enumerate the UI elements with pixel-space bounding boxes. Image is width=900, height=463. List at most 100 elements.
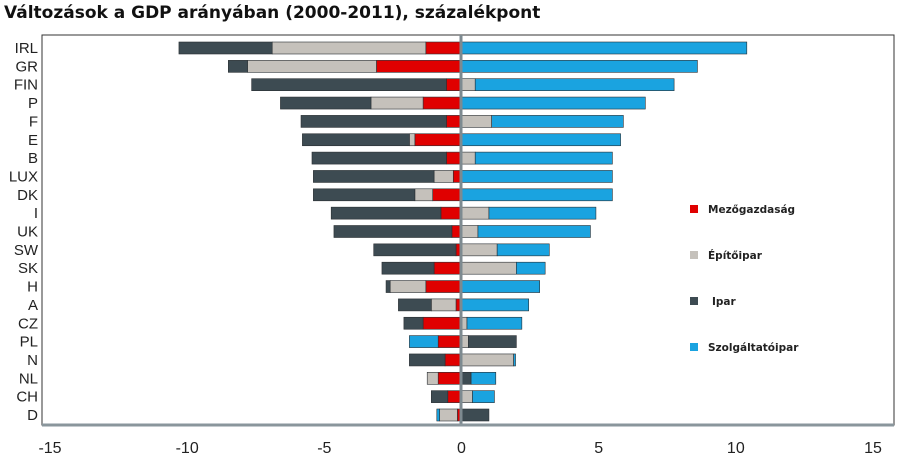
- bar-nl-series-2: [461, 371, 472, 385]
- x-tick-label: 5: [594, 440, 603, 457]
- category-label: PL: [20, 334, 38, 351]
- bar-irl-series-3: [461, 41, 748, 55]
- category-label: CH: [16, 389, 38, 406]
- bar-p-series-0: [422, 96, 462, 110]
- category-label: H: [27, 279, 38, 296]
- bar-gr-series-3: [461, 60, 698, 73]
- bar-irl-series-1: [271, 41, 427, 55]
- bar-ch-series-0: [447, 390, 462, 403]
- bar-n-series-1: [461, 353, 514, 367]
- bar-n-series-0: [444, 353, 462, 367]
- bar-sk-series-1: [461, 261, 517, 275]
- bar-fin-series-1: [461, 78, 476, 91]
- bar-b-series-0: [446, 151, 462, 165]
- category-label: A: [28, 297, 38, 314]
- x-tick-label: 0: [457, 440, 466, 457]
- bar-pl-series-0: [437, 335, 462, 348]
- bar-a-series-3: [461, 298, 530, 312]
- bar-b-series-1: [461, 151, 476, 165]
- legend-label: Szolgáltatóipar: [708, 342, 799, 354]
- bar-pl-series-2: [468, 335, 517, 348]
- bar-dk-series-3: [461, 188, 613, 202]
- bar-n-series-3: [513, 353, 516, 367]
- bar-e-series-3: [461, 133, 621, 147]
- bar-lux-series-3: [461, 170, 613, 183]
- category-label: DK: [17, 187, 38, 204]
- category-label: IRL: [15, 40, 38, 57]
- x-tick-label: 15: [864, 440, 882, 457]
- bar-ch-series-2: [431, 390, 449, 403]
- x-tick-labels: -15 -10 -5 0 5 10 15: [38, 440, 882, 457]
- bar-sw-series-2: [373, 243, 457, 257]
- bar-d-series-1: [439, 408, 458, 422]
- bar-a-series-2: [398, 298, 432, 312]
- category-label: LUX: [9, 168, 38, 185]
- bars: [178, 41, 748, 422]
- bar-lux-series-2: [313, 170, 435, 183]
- bar-sk-series-3: [516, 261, 546, 275]
- legend-label: Ipar: [712, 296, 737, 308]
- category-label: NL: [19, 370, 38, 387]
- x-tick-label: 10: [727, 440, 745, 457]
- bar-p-series-1: [370, 96, 424, 110]
- bar-h-series-3: [461, 280, 540, 293]
- bar-dk-series-2: [313, 188, 416, 202]
- bar-e-series-2: [302, 133, 410, 147]
- bar-gr-series-2: [228, 60, 248, 73]
- bar-cz-series-0: [422, 316, 462, 330]
- bar-gr-series-1: [247, 60, 377, 73]
- category-label: P: [28, 95, 38, 112]
- bar-h-series-0: [425, 280, 462, 293]
- category-label: N: [27, 352, 38, 369]
- legend-swatch: [690, 251, 698, 259]
- bar-pl-series-3: [409, 335, 439, 348]
- bar-pl-series-1: [461, 335, 469, 348]
- bar-f-series-1: [461, 115, 492, 128]
- bar-cz-series-2: [403, 316, 424, 330]
- category-label: SW: [14, 242, 39, 259]
- bar-ch-series-1: [461, 390, 473, 403]
- bar-d-series-2: [461, 408, 490, 422]
- bar-uk-series-1: [461, 225, 479, 238]
- category-label: UK: [17, 224, 38, 241]
- legend-swatch: [690, 343, 698, 351]
- bar-n-series-2: [409, 353, 446, 367]
- category-label: D: [27, 407, 38, 424]
- category-label: FIN: [14, 77, 38, 94]
- bar-i-series-3: [488, 206, 597, 220]
- bar-uk-series-3: [477, 225, 591, 238]
- bar-dk-series-0: [432, 188, 462, 202]
- bar-e-series-0: [414, 133, 462, 147]
- bar-gr-series-0: [376, 60, 462, 73]
- legend-label: Mezőgazdaság: [708, 204, 795, 216]
- bar-dk-series-1: [414, 188, 433, 202]
- category-label: CZ: [18, 315, 38, 332]
- category-label: SK: [18, 260, 38, 277]
- legend-swatch: [690, 297, 698, 305]
- bar-i-series-2: [330, 206, 442, 220]
- chart-title: Változások a GDP arányában (2000-2011), …: [4, 3, 541, 23]
- bar-fin-series-0: [446, 78, 462, 91]
- legend-swatch: [690, 205, 698, 213]
- x-tick-label: -15: [38, 440, 61, 457]
- bar-d-series-3: [436, 408, 440, 422]
- x-tick-label: -5: [317, 440, 331, 457]
- category-label: B: [28, 150, 38, 167]
- bar-nl-series-1: [426, 371, 439, 385]
- legend-label: Építőipar: [708, 249, 763, 262]
- bar-sw-series-3: [496, 243, 550, 257]
- bar-uk-series-2: [333, 225, 453, 238]
- bar-f-series-2: [300, 115, 447, 128]
- bar-fin-series-2: [251, 78, 447, 91]
- bar-irl-series-2: [178, 41, 273, 55]
- bar-lux-series-1: [433, 170, 454, 183]
- bar-i-series-0: [440, 206, 462, 220]
- bar-f-series-3: [491, 115, 624, 128]
- bar-ch-series-3: [472, 390, 495, 403]
- bar-i-series-1: [461, 206, 490, 220]
- bar-sk-series-0: [433, 261, 462, 275]
- bar-nl-series-0: [437, 371, 462, 385]
- category-label: E: [28, 132, 38, 149]
